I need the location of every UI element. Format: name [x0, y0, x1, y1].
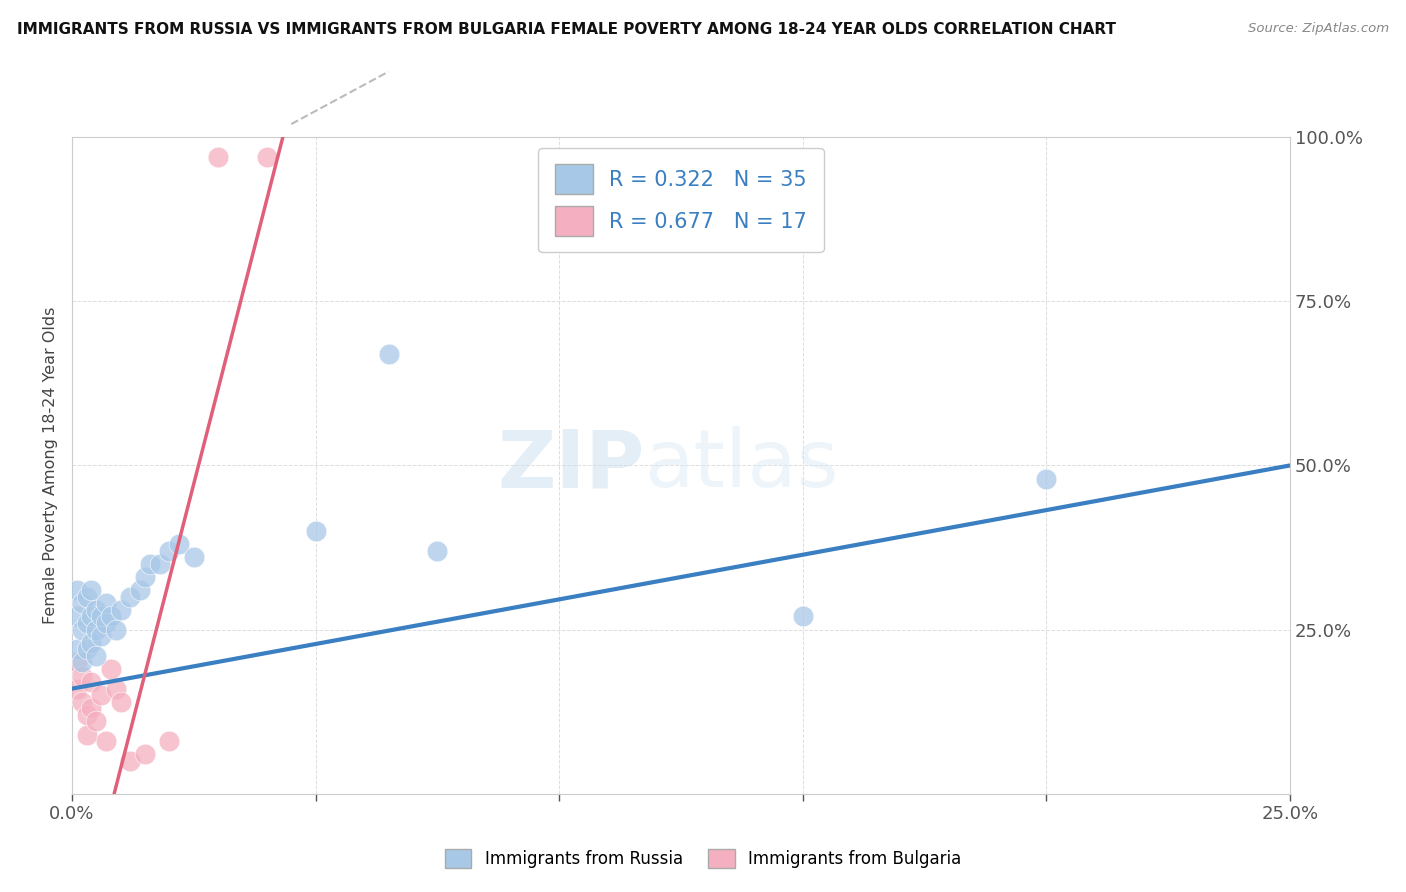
Point: [183, 550, 205, 565]
Point: [70, 668, 93, 682]
Point: [80, 636, 103, 650]
Point: [110, 603, 132, 617]
Point: [134, 570, 156, 584]
Point: [70, 656, 93, 670]
Point: [139, 557, 162, 571]
Point: [66, 656, 89, 670]
Point: [90, 629, 112, 643]
Point: [159, 543, 181, 558]
Point: [80, 675, 103, 690]
Y-axis label: Female Poverty Among 18-24 Year Olds: Female Poverty Among 18-24 Year Olds: [44, 307, 58, 624]
Point: [66, 681, 89, 696]
Point: [792, 609, 814, 624]
Point: [66, 642, 89, 657]
Point: [110, 695, 132, 709]
Point: [256, 150, 278, 164]
Point: [167, 537, 190, 551]
Point: [120, 754, 142, 768]
Point: [76, 590, 98, 604]
Point: [134, 747, 156, 762]
Point: [70, 596, 93, 610]
Point: [70, 695, 93, 709]
Point: [76, 707, 98, 722]
Text: ZIP: ZIP: [498, 426, 644, 505]
Point: [76, 615, 98, 630]
Point: [80, 609, 103, 624]
Point: [94, 615, 117, 630]
Point: [104, 623, 127, 637]
Point: [207, 150, 229, 164]
Text: Source: ZipAtlas.com: Source: ZipAtlas.com: [1249, 22, 1389, 36]
Point: [104, 681, 127, 696]
Point: [159, 734, 181, 748]
Text: IMMIGRANTS FROM RUSSIA VS IMMIGRANTS FROM BULGARIA FEMALE POVERTY AMONG 18-24 YE: IMMIGRANTS FROM RUSSIA VS IMMIGRANTS FRO…: [17, 22, 1116, 37]
Point: [377, 347, 399, 361]
Point: [86, 623, 108, 637]
Text: atlas: atlas: [644, 426, 839, 505]
Point: [70, 623, 93, 637]
Point: [86, 648, 108, 663]
Point: [86, 714, 108, 729]
Point: [304, 524, 326, 538]
Point: [120, 590, 142, 604]
Point: [76, 642, 98, 657]
Point: [80, 701, 103, 715]
Point: [66, 609, 89, 624]
Point: [149, 557, 172, 571]
Point: [100, 609, 122, 624]
Point: [94, 734, 117, 748]
Point: [66, 583, 89, 598]
Point: [86, 603, 108, 617]
Point: [90, 609, 112, 624]
Legend: Immigrants from Russia, Immigrants from Bulgaria: Immigrants from Russia, Immigrants from …: [439, 843, 967, 875]
Point: [426, 543, 449, 558]
Point: [100, 662, 122, 676]
Point: [90, 688, 112, 702]
Point: [76, 728, 98, 742]
Point: [94, 596, 117, 610]
Point: [1035, 472, 1057, 486]
Point: [80, 583, 103, 598]
Point: [129, 583, 152, 598]
Legend: R = 0.322   N = 35, R = 0.677   N = 17: R = 0.322 N = 35, R = 0.677 N = 17: [538, 147, 824, 252]
